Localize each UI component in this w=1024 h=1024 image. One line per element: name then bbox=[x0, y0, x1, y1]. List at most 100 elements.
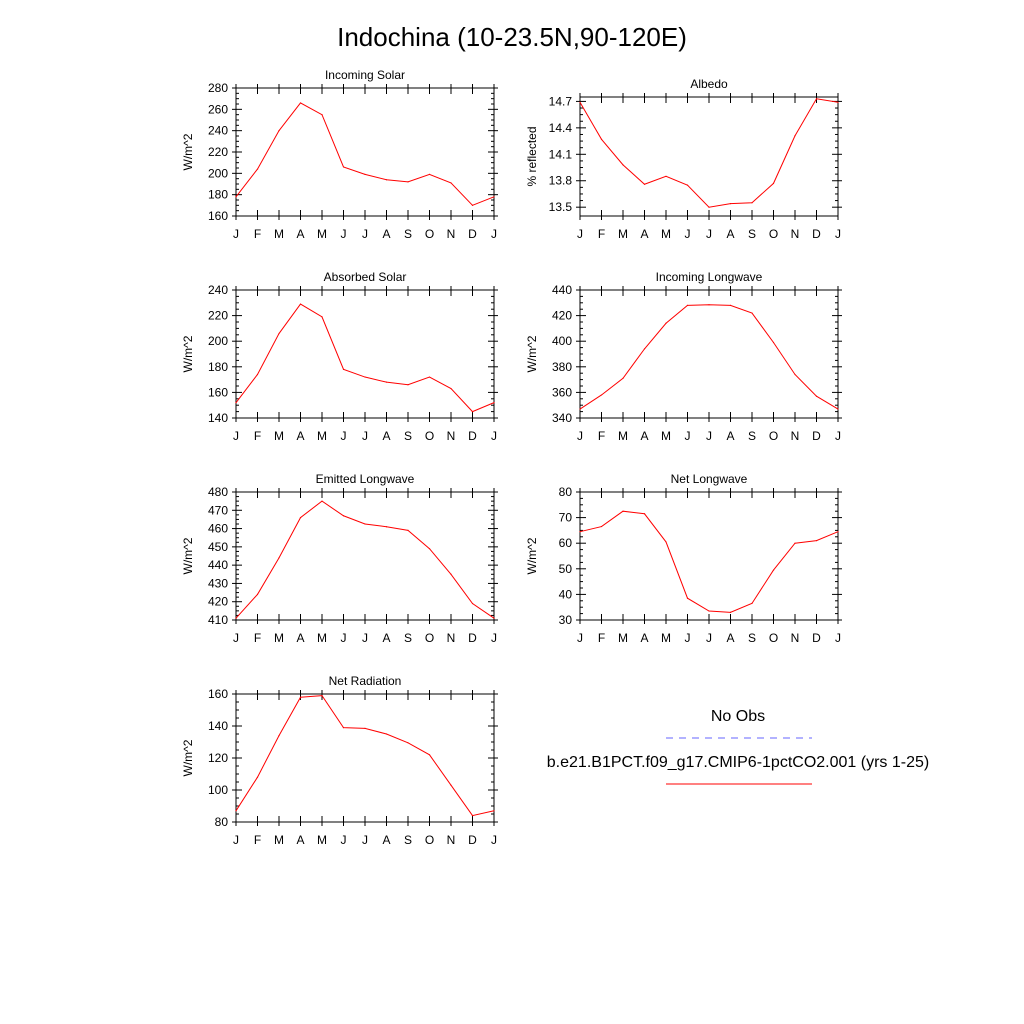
data-point bbox=[665, 175, 667, 177]
x-tick-label: J bbox=[362, 631, 368, 645]
data-point bbox=[772, 341, 775, 344]
x-tick-label: D bbox=[812, 227, 821, 241]
x-tick-label: O bbox=[769, 631, 778, 645]
data-point bbox=[256, 776, 259, 778]
data-point bbox=[579, 531, 581, 533]
x-tick-label: O bbox=[425, 833, 434, 847]
y-tick-label: 440 bbox=[208, 558, 228, 572]
x-tick-label: F bbox=[254, 833, 261, 847]
y-tick-label: 60 bbox=[559, 536, 573, 550]
data-point bbox=[299, 517, 302, 519]
y-tick-label: 220 bbox=[208, 145, 228, 159]
panel-title: Albedo bbox=[690, 77, 728, 91]
data-point bbox=[686, 597, 689, 599]
y-tick-label: 360 bbox=[552, 385, 572, 399]
data-point bbox=[235, 617, 237, 619]
y-tick-label: 220 bbox=[208, 309, 228, 323]
data-point bbox=[278, 557, 280, 559]
y-tick-label: 160 bbox=[208, 687, 228, 701]
x-tick-label: O bbox=[769, 227, 778, 241]
x-tick-label: A bbox=[296, 429, 304, 443]
x-tick-label: A bbox=[296, 227, 304, 241]
data-point bbox=[364, 173, 366, 175]
y-tick-label: 400 bbox=[552, 334, 572, 348]
data-point bbox=[321, 316, 323, 318]
series-line bbox=[235, 695, 495, 817]
data-point bbox=[837, 408, 839, 410]
x-tick-label: A bbox=[726, 631, 734, 645]
y-tick-label: 70 bbox=[559, 511, 573, 525]
x-tick-label: J bbox=[577, 227, 583, 241]
data-point bbox=[385, 733, 388, 735]
data-point bbox=[342, 727, 345, 729]
data-point bbox=[686, 184, 689, 186]
x-tick-label: S bbox=[404, 429, 412, 443]
plot-frame bbox=[579, 491, 839, 621]
data-point bbox=[299, 303, 302, 305]
y-tick-label: 14.1 bbox=[549, 147, 573, 161]
x-tick-label: F bbox=[254, 429, 261, 443]
y-axis-label: W/m^2 bbox=[525, 537, 539, 574]
x-tick-label: S bbox=[404, 833, 412, 847]
x-tick-label: M bbox=[274, 227, 284, 241]
x-tick-label: F bbox=[598, 631, 605, 645]
y-tick-label: 13.5 bbox=[549, 200, 573, 214]
x-tick-label: J bbox=[706, 429, 712, 443]
x-tick-label: D bbox=[468, 833, 477, 847]
x-tick-label: D bbox=[812, 429, 821, 443]
series-line bbox=[579, 98, 839, 208]
data-point bbox=[837, 101, 839, 103]
y-tick-label: 140 bbox=[208, 719, 228, 733]
x-tick-label: J bbox=[685, 227, 691, 241]
data-point bbox=[471, 411, 474, 413]
data-point bbox=[794, 135, 796, 137]
x-tick-label: S bbox=[748, 227, 756, 241]
data-point bbox=[708, 304, 710, 306]
x-tick-label: F bbox=[598, 429, 605, 443]
data-point bbox=[772, 569, 775, 571]
data-point bbox=[256, 593, 259, 596]
x-tick-label: M bbox=[661, 227, 671, 241]
data-point bbox=[278, 130, 280, 132]
panel-title: Incoming Longwave bbox=[656, 270, 763, 284]
data-point bbox=[321, 695, 323, 697]
x-tick-label: O bbox=[425, 429, 434, 443]
data-point bbox=[643, 348, 646, 350]
data-point bbox=[751, 202, 753, 204]
x-tick-label: M bbox=[661, 429, 671, 443]
data-point bbox=[450, 387, 452, 390]
x-tick-label: M bbox=[618, 429, 628, 443]
x-tick-label: J bbox=[233, 631, 239, 645]
x-tick-label: N bbox=[791, 631, 800, 645]
data-point bbox=[450, 182, 452, 184]
data-point bbox=[321, 114, 323, 116]
series-line bbox=[235, 102, 495, 206]
data-point bbox=[729, 203, 732, 205]
panel-title: Incoming Solar bbox=[325, 68, 405, 82]
plot-frame bbox=[235, 87, 495, 217]
data-point bbox=[364, 727, 366, 730]
plot-frame bbox=[579, 96, 839, 217]
x-tick-label: J bbox=[491, 227, 497, 241]
data-point bbox=[235, 402, 237, 404]
x-tick-label: N bbox=[791, 429, 800, 443]
x-tick-label: N bbox=[447, 227, 456, 241]
data-point bbox=[407, 181, 409, 183]
y-tick-label: 340 bbox=[552, 411, 572, 425]
y-axis-label: W/m^2 bbox=[525, 335, 539, 372]
data-point bbox=[600, 394, 603, 396]
x-tick-label: J bbox=[491, 833, 497, 847]
data-point bbox=[794, 542, 796, 544]
x-tick-label: D bbox=[468, 631, 477, 645]
panel-title: Absorbed Solar bbox=[324, 270, 407, 284]
data-point bbox=[493, 810, 495, 812]
figure-title: Indochina (10-23.5N,90-120E) bbox=[337, 22, 687, 52]
y-tick-label: 200 bbox=[208, 166, 228, 180]
x-tick-label: J bbox=[706, 631, 712, 645]
y-tick-label: 410 bbox=[208, 613, 228, 627]
y-tick-label: 480 bbox=[208, 485, 228, 499]
